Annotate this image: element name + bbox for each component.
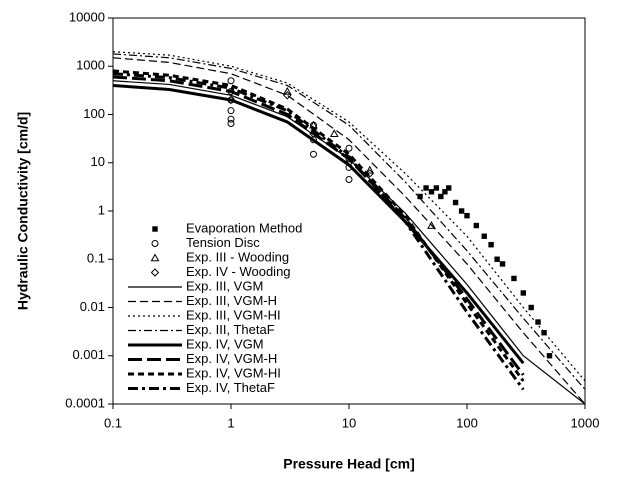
marker bbox=[541, 330, 547, 336]
y-tick-label: 0.0001 bbox=[65, 395, 105, 410]
plot-frame bbox=[112, 17, 586, 405]
marker bbox=[499, 261, 506, 267]
marker bbox=[546, 353, 553, 359]
legend-label: Exp. III, VGM-HI bbox=[186, 307, 281, 322]
marker bbox=[151, 240, 159, 247]
marker bbox=[329, 129, 339, 138]
y-tick-label: 0.1 bbox=[87, 251, 105, 266]
marker bbox=[442, 189, 448, 195]
curve bbox=[113, 51, 585, 382]
legend-label: Tension Disc bbox=[186, 235, 260, 250]
legend-label: Exp. III, VGM-H bbox=[186, 293, 277, 308]
y-tick-label: 1 bbox=[98, 202, 105, 217]
legend-label: Exp. III - Wooding bbox=[186, 249, 289, 264]
marker bbox=[423, 185, 429, 191]
marker bbox=[150, 253, 160, 262]
marker bbox=[345, 175, 353, 183]
x-tick-label: 1000 bbox=[571, 415, 600, 430]
y-tick-label: 0.001 bbox=[72, 347, 105, 362]
legend-label: Exp. IV, VGM-HI bbox=[186, 365, 281, 380]
curve bbox=[113, 57, 585, 404]
marker bbox=[428, 189, 435, 195]
marker bbox=[309, 150, 317, 158]
marker bbox=[427, 220, 436, 229]
legend-label: Exp. IV, ThetaF bbox=[186, 380, 275, 395]
marker bbox=[528, 304, 534, 311]
legend-label: Evaporation Method bbox=[186, 220, 302, 235]
x-tick-label: 100 bbox=[456, 415, 478, 430]
marker bbox=[481, 233, 487, 239]
curve bbox=[113, 72, 525, 391]
x-tick-label: 1 bbox=[227, 415, 234, 430]
marker bbox=[152, 226, 158, 232]
marker bbox=[227, 120, 235, 128]
marker bbox=[452, 199, 459, 206]
legend-label: Exp. III, ThetaF bbox=[186, 322, 275, 337]
marker bbox=[446, 185, 452, 191]
legend-label: Exp. IV, VGM-H bbox=[186, 351, 277, 366]
marker bbox=[494, 256, 500, 262]
curve bbox=[113, 80, 585, 404]
marker bbox=[464, 212, 470, 219]
y-tick-label: 100 bbox=[83, 106, 105, 121]
curve bbox=[113, 83, 525, 365]
marker bbox=[433, 185, 440, 191]
curve bbox=[113, 75, 525, 376]
x-tick-label: 0.1 bbox=[104, 415, 122, 430]
legend-label: Exp. IV, VGM bbox=[186, 336, 264, 351]
marker bbox=[345, 144, 353, 152]
marker bbox=[227, 77, 235, 85]
legend-label: Exp. III, VGM bbox=[186, 278, 263, 293]
curve bbox=[113, 53, 585, 390]
y-tick-label: 0.01 bbox=[80, 299, 105, 314]
marker bbox=[365, 165, 375, 174]
marker bbox=[438, 193, 444, 200]
marker bbox=[520, 290, 527, 296]
marker bbox=[511, 275, 517, 282]
marker bbox=[488, 242, 494, 248]
marker bbox=[283, 91, 292, 100]
marker bbox=[458, 208, 465, 214]
plot-area bbox=[113, 51, 585, 404]
x-axis-title: Pressure Head [cm] bbox=[283, 456, 415, 472]
marker bbox=[227, 115, 235, 123]
marker bbox=[282, 86, 292, 95]
marker bbox=[150, 268, 160, 277]
x-tick-label: 10 bbox=[342, 415, 356, 430]
y-tick-label: 10000 bbox=[69, 9, 105, 24]
marker bbox=[227, 107, 235, 115]
legend-label: Exp. IV - Wooding bbox=[186, 264, 291, 279]
marker bbox=[473, 222, 480, 229]
y-tick-label: 10 bbox=[91, 154, 105, 169]
y-tick-label: 1000 bbox=[76, 58, 105, 73]
y-axis-title: Hydraulic Conductivity [cm/d] bbox=[15, 112, 31, 310]
